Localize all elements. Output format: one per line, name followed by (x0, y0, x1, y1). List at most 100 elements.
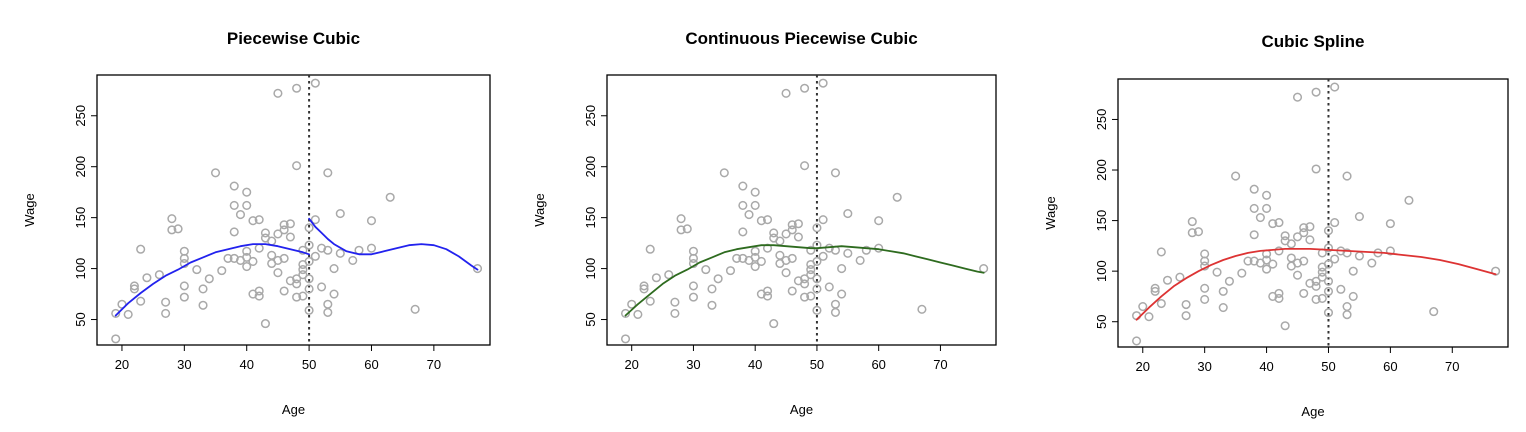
data-point (310, 78, 320, 88)
data-point (1299, 256, 1309, 266)
data-point (688, 281, 698, 291)
data-point (818, 78, 828, 88)
y-tick-label: 250 (583, 105, 598, 127)
x-tick-label: 30 (686, 357, 700, 372)
data-point (837, 264, 847, 274)
data-point (1150, 283, 1160, 293)
y-tick-label: 250 (73, 105, 88, 127)
data-point (285, 219, 295, 229)
data-point (824, 282, 834, 292)
data-point (472, 264, 483, 274)
data-point (298, 265, 308, 275)
panel-cubic-spline: Cubic Spline 20 30 40 50 60 70 50 100 150 200 250 Ag… (1043, 32, 1509, 419)
data-point (830, 168, 841, 178)
data-point (167, 225, 177, 235)
chart-title: Cubic Spline (1262, 32, 1365, 51)
data-point (335, 209, 345, 219)
data-point (111, 308, 121, 318)
data-point (292, 292, 302, 302)
data-point (1150, 286, 1160, 296)
data-point (806, 245, 816, 255)
x-axis-label: Age (282, 402, 305, 417)
panel-continuous-piecewise-cubic: Continuous Piecewise Cubic 20 30 40 50 60 70 50… (532, 29, 997, 417)
data-point (738, 227, 748, 237)
data-point (304, 223, 314, 233)
data-point (292, 279, 302, 289)
data-point (1249, 230, 1259, 240)
data-point (750, 261, 760, 272)
data-point (1162, 275, 1173, 285)
data-point (1292, 270, 1303, 280)
data-point (874, 216, 884, 226)
data-point (1187, 228, 1197, 238)
data-point (323, 307, 333, 317)
data-point (1311, 294, 1321, 305)
data-point (111, 334, 121, 344)
data-point (830, 299, 841, 309)
data-point (756, 256, 766, 267)
data-point (775, 236, 785, 246)
data-point (273, 255, 283, 265)
data-point (1224, 276, 1234, 286)
data-point (769, 228, 779, 238)
data-point (329, 264, 339, 274)
data-point (1292, 92, 1303, 102)
data-point (750, 246, 760, 256)
x-tick-label: 60 (1383, 359, 1397, 374)
data-point (1367, 258, 1377, 268)
data-point (1342, 310, 1352, 320)
data-point (688, 292, 698, 302)
data-point (229, 253, 239, 263)
data-point (979, 264, 989, 274)
data-point (229, 200, 239, 210)
data-point (1181, 311, 1191, 321)
data-point (1311, 87, 1321, 97)
data-point (707, 300, 717, 310)
data-point (279, 225, 289, 235)
data-point (323, 245, 333, 255)
data-point (1385, 219, 1395, 229)
data-point (732, 253, 742, 263)
y-axis-label: Wage (22, 193, 37, 226)
data-point (129, 284, 139, 294)
y-tick-label: 50 (1094, 314, 1109, 328)
plot-frame (96, 74, 491, 346)
fitted-curve (1135, 248, 1497, 321)
y-tick-label: 250 (1094, 109, 1109, 131)
data-point (298, 245, 308, 255)
x-tick-label: 20 (624, 357, 638, 372)
data-point (267, 250, 277, 260)
data-point (242, 246, 252, 256)
data-point (843, 248, 853, 258)
x-tick-label: 60 (871, 357, 885, 372)
data-point (1286, 253, 1296, 263)
data-point (136, 296, 146, 306)
data-point (1249, 256, 1259, 266)
data-point (1323, 226, 1334, 236)
data-point (1218, 303, 1228, 313)
data-point (273, 88, 283, 98)
y-tick-label: 200 (1094, 159, 1109, 181)
data-point (304, 240, 314, 250)
data-point (167, 214, 177, 224)
data-point (260, 228, 270, 238)
data-point (1323, 308, 1334, 318)
data-point (298, 270, 308, 280)
data-point (676, 225, 686, 235)
x-tick-label: 70 (933, 357, 947, 372)
data-point (1218, 286, 1228, 296)
data-point (1181, 299, 1191, 310)
data-point (1231, 171, 1241, 181)
data-point (161, 308, 171, 318)
data-point (235, 210, 246, 220)
data-point (1305, 222, 1315, 232)
data-point (385, 192, 395, 202)
data-point (279, 220, 289, 230)
data-point (800, 83, 810, 93)
data-point (323, 168, 333, 178)
data-point (1330, 82, 1340, 92)
x-tick-label: 20 (115, 357, 129, 372)
data-point (242, 261, 252, 272)
data-point (633, 309, 643, 319)
data-point (1354, 211, 1364, 222)
